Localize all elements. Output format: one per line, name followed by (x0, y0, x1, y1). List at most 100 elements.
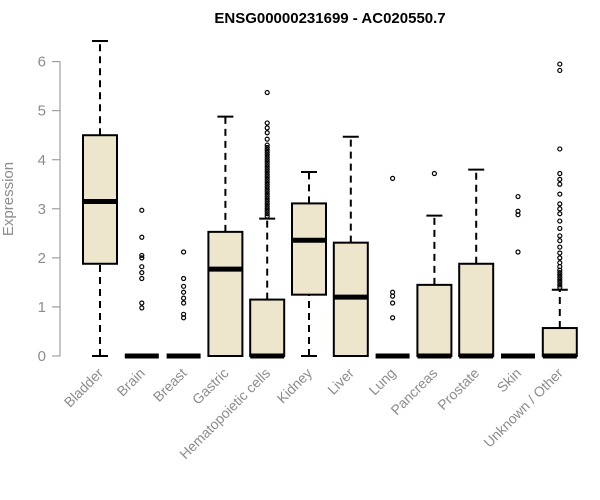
x-tick-label: Liver (324, 365, 357, 398)
outlier-point (557, 255, 563, 261)
outlier-point (557, 176, 563, 182)
outlier-point (264, 211, 270, 217)
outlier-point (139, 207, 145, 213)
outlier-point (264, 144, 270, 151)
outlier-point (264, 120, 270, 126)
box-lung (375, 175, 410, 359)
outlier-point (139, 275, 145, 282)
outlier-point (264, 130, 270, 136)
outlier-point (557, 284, 563, 290)
outlier-point (557, 225, 563, 232)
x-tick-label: Lung (365, 365, 398, 398)
y-tick-label: 0 (38, 348, 46, 365)
x-tick-label: Bladder (61, 365, 107, 411)
outlier-point (181, 311, 187, 317)
box-body (249, 298, 286, 357)
outlier-point (264, 203, 270, 209)
outlier-point (264, 189, 270, 195)
outlier-point (557, 238, 563, 244)
outlier-point (557, 269, 563, 276)
box-breast (166, 249, 201, 359)
outlier-point (264, 196, 270, 202)
outlier-point (264, 154, 270, 160)
box-body (291, 202, 327, 296)
outlier-point (557, 181, 563, 187)
outlier-point (557, 279, 563, 286)
outlier-point (264, 191, 270, 197)
box-gastric (207, 115, 244, 357)
outlier-point (557, 146, 563, 152)
box-body (416, 283, 453, 357)
outlier-point (264, 184, 270, 190)
box-brain (124, 207, 159, 359)
outlier-point (139, 264, 145, 270)
x-tick-label: Breast (150, 365, 190, 405)
outlier-point (181, 295, 187, 301)
outlier-point (264, 198, 270, 205)
box-hematopoietic-cells (249, 89, 286, 359)
boxes-group (82, 40, 578, 359)
outlier-point (557, 218, 563, 224)
outlier-point (557, 260, 563, 266)
outlier-point (264, 208, 270, 214)
box-liver (332, 135, 369, 357)
outlier-point (139, 234, 145, 240)
outlier-point (264, 149, 270, 155)
outlier-point (390, 289, 396, 295)
outlier-point (264, 147, 270, 153)
outlier-point (557, 201, 563, 207)
outlier-point (264, 152, 270, 158)
x-tick-label: Skin (494, 365, 525, 396)
y-tick-label: 6 (38, 54, 46, 71)
outlier-point (515, 249, 521, 255)
y-tick-label: 3 (38, 201, 46, 218)
x-tick-label: Prostate (434, 365, 482, 413)
outlier-point (557, 274, 563, 281)
outlier-point (264, 125, 270, 131)
outlier-point (390, 300, 396, 306)
outlier-point (264, 179, 270, 185)
outlier-point (264, 142, 270, 148)
x-tick-label: Kidney (274, 365, 316, 407)
outlier-point (264, 176, 270, 182)
box-pancreas (416, 170, 453, 359)
outlier-point (264, 166, 270, 173)
outlier-point (557, 277, 563, 283)
outlier-point (264, 157, 270, 163)
box-body (207, 230, 244, 357)
outlier-point (390, 315, 396, 321)
outlier-point (557, 211, 563, 217)
outlier-point (264, 164, 270, 170)
box-bladder (82, 40, 118, 357)
outlier-point (557, 61, 563, 67)
x-tick-label: Brain (113, 365, 147, 399)
outlier-point (557, 170, 563, 177)
outlier-point (557, 244, 563, 250)
box-skin (501, 193, 535, 359)
outlier-point (557, 250, 563, 256)
outlier-point (515, 208, 521, 214)
y-tick-label: 4 (38, 152, 46, 169)
outlier-point (390, 175, 396, 181)
box-body (458, 262, 495, 358)
y-tick-label: 5 (38, 103, 46, 120)
outlier-point (181, 300, 187, 306)
outlier-point (264, 186, 270, 192)
y-tick-label: 1 (38, 299, 46, 316)
box-prostate (458, 168, 495, 359)
outlier-point (181, 249, 187, 255)
outlier-point (264, 136, 270, 142)
outlier-point (139, 255, 145, 261)
outlier-point (557, 191, 563, 197)
outlier-point (264, 193, 270, 200)
y-axis: 0 1 2 3 4 5 6 (38, 54, 61, 365)
y-tick-label: 2 (38, 250, 46, 267)
outlier-point (181, 275, 187, 282)
outlier-point (264, 213, 270, 219)
outlier-point (264, 169, 270, 175)
box-unknown-other (541, 61, 578, 359)
outlier-point (264, 181, 270, 187)
y-axis-label: Expression (0, 162, 17, 236)
chart-title: ENSG00000231699 - AC020550.7 (214, 10, 445, 27)
